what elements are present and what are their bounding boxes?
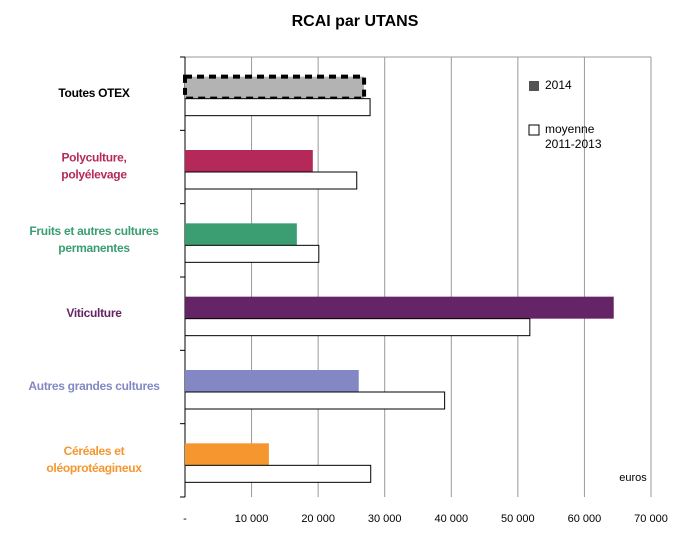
x-tick-label: 30 000 <box>368 513 402 525</box>
x-tick-label: 40 000 <box>434 513 468 525</box>
bar <box>185 223 297 246</box>
y-tick-label: polyélevage <box>61 168 127 182</box>
bar <box>183 74 367 101</box>
x-tick-label: 60 000 <box>568 513 602 525</box>
y-tick-label: Autres grandes cultures <box>28 379 160 393</box>
chart-title: RCAI par UTANS <box>292 13 419 30</box>
legend-label: moyenne <box>545 122 595 136</box>
unit-annotation: euros <box>619 472 647 484</box>
y-tick-label: Céréales et <box>64 444 125 458</box>
x-tick-label: 20 000 <box>301 513 335 525</box>
legend-label: 2011-2013 <box>545 137 602 151</box>
bar <box>184 464 372 483</box>
bar <box>184 171 358 190</box>
y-tick-label: oléoprotéagineux <box>46 461 142 475</box>
bar <box>185 150 313 172</box>
y-tick-label: Fruits et autres cultures <box>29 224 159 238</box>
x-tick-label: 50 000 <box>501 513 535 525</box>
y-tick-label: Viticulture <box>66 306 122 320</box>
x-tick-label: - <box>183 513 187 525</box>
bar <box>184 318 531 337</box>
bar <box>184 391 446 410</box>
bar <box>184 98 371 117</box>
bar <box>185 370 359 392</box>
bar <box>184 244 320 263</box>
y-tick-label: Polyculture, <box>61 151 126 165</box>
x-tick-label: 70 000 <box>634 513 668 525</box>
y-tick-label: Toutes OTEX <box>58 86 129 100</box>
legend-label: 2014 <box>545 78 572 92</box>
bar <box>185 443 269 466</box>
bar <box>185 296 614 319</box>
legend-swatch <box>529 81 539 91</box>
legend-swatch <box>528 124 540 136</box>
x-tick-label: 10 000 <box>235 513 269 525</box>
y-tick-label: permanentes <box>58 241 130 255</box>
